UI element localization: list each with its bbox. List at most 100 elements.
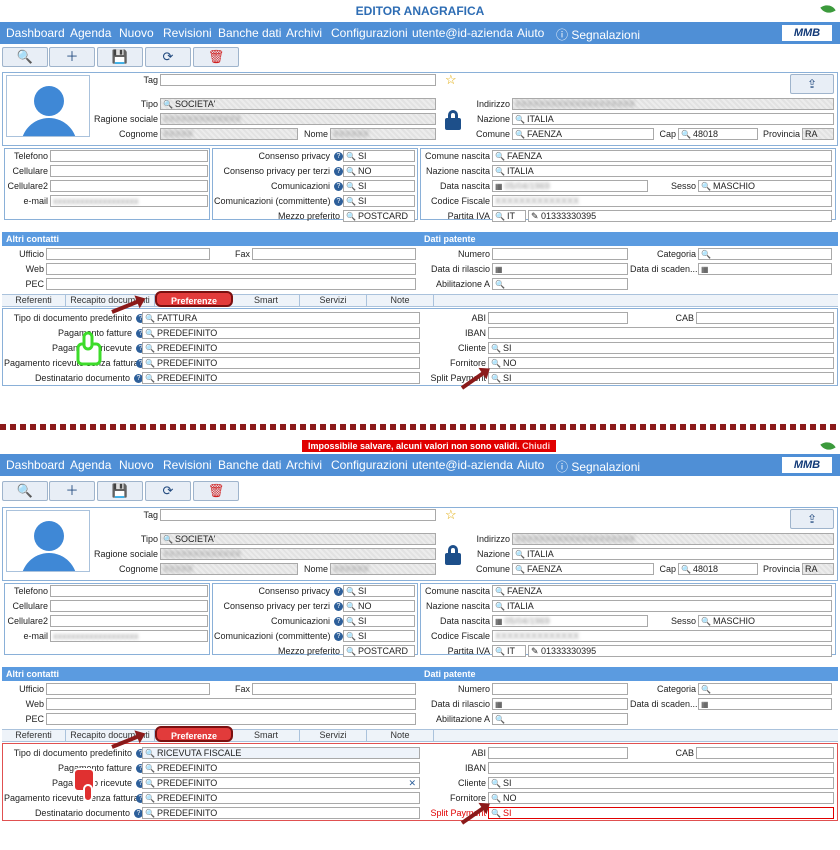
menu-item-agenda[interactable]: Agenda: [70, 26, 112, 40]
web-input[interactable]: [46, 698, 416, 710]
menu-item-nuovo[interactable]: Nuovo: [119, 26, 154, 40]
indirizzo-input[interactable]: XXXXXXXXXXXXXXXXXXXX: [512, 98, 834, 110]
menu-item-agenda[interactable]: Agenda: [70, 458, 112, 472]
email-input[interactable]: xxxxxxxxxxxxxxxxxxx: [50, 630, 208, 642]
share-button[interactable]: ⇪: [790, 509, 834, 529]
patente-numero-input[interactable]: [492, 683, 628, 695]
menu-item-banche-dati[interactable]: Banche dati: [218, 458, 282, 472]
comune-select[interactable]: 🔍 FAENZA: [512, 128, 654, 140]
clear-icon[interactable]: ✕: [408, 778, 416, 788]
patente-categoria-select[interactable]: 🔍: [698, 248, 832, 260]
tab-smart[interactable]: Smart: [233, 294, 300, 306]
pec-input[interactable]: [46, 278, 416, 290]
help-icon[interactable]: ?: [334, 632, 343, 641]
iban-input[interactable]: [488, 762, 834, 774]
lock-icon[interactable]: [445, 110, 461, 130]
cognome-input[interactable]: XXXXX: [160, 563, 298, 575]
comunicazioni-select[interactable]: 🔍 SI: [343, 180, 415, 192]
help-icon[interactable]: ?: [136, 329, 145, 338]
new-button[interactable]: ＋: [49, 47, 95, 67]
tipo-documento-select[interactable]: 🔍 RICEVUTA FISCALE: [142, 747, 420, 759]
tag-input[interactable]: [160, 509, 436, 521]
help-icon[interactable]: ?: [334, 167, 343, 176]
consenso-select[interactable]: 🔍 SI: [343, 585, 415, 597]
comune-nascita-select[interactable]: 🔍 FAENZA: [492, 585, 832, 597]
menu-item-nuovo[interactable]: Nuovo: [119, 458, 154, 472]
tab-recapito-documenti[interactable]: Recapito documenti: [66, 729, 155, 741]
menu-item-configurazioni[interactable]: Configurazioni: [331, 26, 408, 40]
iban-input[interactable]: [488, 327, 834, 339]
mezzo-preferito-select[interactable]: 🔍 POSTCARD: [343, 210, 415, 222]
split-payment-select[interactable]: 🔍 SI: [488, 372, 834, 384]
lock-icon[interactable]: [445, 545, 461, 565]
save-button[interactable]: 💾: [97, 47, 143, 67]
menu-item-segnalazioni[interactable]: ⓘ Segnalazioni: [556, 460, 641, 474]
menu-item-configurazioni[interactable]: Configurazioni: [331, 458, 408, 472]
share-button[interactable]: ⇪: [790, 74, 834, 94]
comune-select[interactable]: 🔍 FAENZA: [512, 563, 654, 575]
pagamento-ricevute-select[interactable]: 🔍 PREDEFINITO: [142, 342, 420, 354]
pec-input[interactable]: [46, 713, 416, 725]
help-icon[interactable]: ?: [334, 182, 343, 191]
abi-input[interactable]: [488, 747, 628, 759]
data-scadenza-input[interactable]: ▦: [698, 698, 832, 710]
abilitazione-select[interactable]: 🔍: [492, 713, 628, 725]
partita-iva-input[interactable]: ✎ 01333330395: [528, 645, 832, 657]
save-button[interactable]: 💾: [97, 481, 143, 501]
help-icon[interactable]: ?: [334, 617, 343, 626]
menu-item-segnalazioni[interactable]: ⓘ Segnalazioni: [556, 28, 641, 42]
pagamento-ricevute-senza-fattura-select[interactable]: 🔍 PREDEFINITO: [142, 357, 420, 369]
cellulare2-input[interactable]: [50, 615, 208, 627]
nome-input[interactable]: XXXXXX: [330, 128, 436, 140]
indirizzo-input[interactable]: XXXXXXXXXXXXXXXXXXXX: [512, 533, 834, 545]
fornitore-select[interactable]: 🔍 NO: [488, 357, 834, 369]
menu-item-aiuto[interactable]: Aiuto: [517, 26, 545, 40]
pagamento-fatture-select[interactable]: 🔍 PREDEFINITO: [142, 327, 420, 339]
comune-nascita-select[interactable]: 🔍 FAENZA: [492, 150, 832, 162]
comunicazioni-committente-select[interactable]: 🔍 SI: [343, 195, 415, 207]
codice-fiscale-input[interactable]: XXXXXXXXXXXXXX: [492, 630, 832, 642]
tipo-select[interactable]: 🔍 SOCIETA': [160, 533, 436, 545]
mezzo-preferito-select[interactable]: 🔍 POSTCARD: [343, 645, 415, 657]
help-icon[interactable]: ?: [134, 809, 143, 818]
menu-item-archivi[interactable]: Archivi: [286, 26, 323, 40]
nazione-nascita-select[interactable]: 🔍 ITALIA: [492, 165, 832, 177]
data-nascita-input[interactable]: ▦ 05/04/1969: [492, 615, 648, 627]
patente-numero-input[interactable]: [492, 248, 628, 260]
delete-button[interactable]: 🗑: [193, 481, 239, 501]
tab-servizi[interactable]: Servizi: [300, 294, 367, 306]
provincia-input[interactable]: RA: [802, 563, 834, 575]
help-icon[interactable]: ?: [134, 374, 143, 383]
pagamento-ricevute-senza-fattura-select[interactable]: 🔍 PREDEFINITO: [142, 792, 420, 804]
nazione-nascita-select[interactable]: 🔍 ITALIA: [492, 600, 832, 612]
codice-fiscale-input[interactable]: XXXXXXXXXXXXXX: [492, 195, 832, 207]
tag-input[interactable]: [160, 74, 436, 86]
help-icon[interactable]: ?: [136, 344, 145, 353]
ragione-sociale-input[interactable]: XXXXXXXXXXXXX: [160, 113, 436, 125]
fax-input[interactable]: [252, 683, 416, 695]
help-icon[interactable]: ?: [334, 602, 343, 611]
sesso-select[interactable]: 🔍 MASCHIO: [698, 180, 832, 192]
ufficio-input[interactable]: [46, 248, 210, 260]
nazione-select[interactable]: 🔍 ITALIA: [512, 548, 834, 560]
pagamento-fatture-select[interactable]: 🔍 PREDEFINITO: [142, 762, 420, 774]
delete-button[interactable]: 🗑: [193, 47, 239, 67]
destinatario-documento-select[interactable]: 🔍 PREDEFINITO: [142, 372, 420, 384]
tipo-select[interactable]: 🔍 SOCIETA': [160, 98, 436, 110]
web-input[interactable]: [46, 263, 416, 275]
email-input[interactable]: xxxxxxxxxxxxxxxxxxx: [50, 195, 208, 207]
telefono-input[interactable]: [50, 585, 208, 597]
favorite-star-icon[interactable]: ☆: [445, 507, 457, 522]
menu-item-utente-id-azienda[interactable]: utente@id-azienda: [412, 26, 513, 40]
fornitore-select[interactable]: 🔍 NO: [488, 792, 834, 804]
help-icon[interactable]: ?: [136, 314, 145, 323]
nome-input[interactable]: XXXXXX: [330, 563, 436, 575]
tab-recapito-documenti[interactable]: Recapito documenti: [66, 294, 155, 306]
help-icon[interactable]: ?: [136, 794, 145, 803]
tab-smart[interactable]: Smart: [233, 729, 300, 741]
sesso-select[interactable]: 🔍 MASCHIO: [698, 615, 832, 627]
fax-input[interactable]: [252, 248, 416, 260]
provincia-input[interactable]: RA: [802, 128, 834, 140]
tab-servizi[interactable]: Servizi: [300, 729, 367, 741]
ufficio-input[interactable]: [46, 683, 210, 695]
